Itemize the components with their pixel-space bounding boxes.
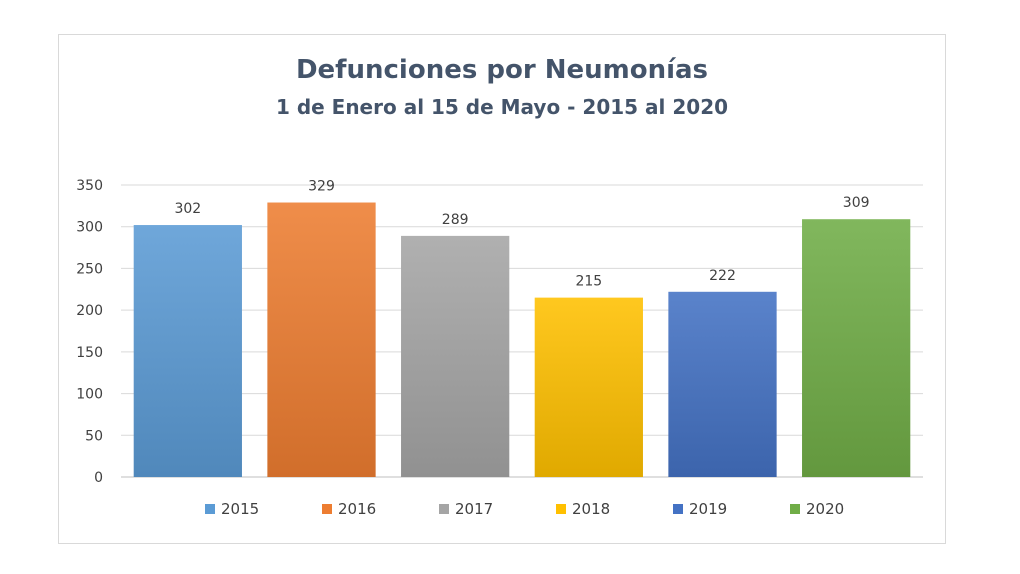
legend-label-2017: 2017: [455, 500, 493, 518]
y-axis: 0 50 100 150 200 250 300 350: [76, 178, 103, 486]
chart-title: Defunciones por Neumonías: [295, 55, 709, 85]
bar-chart: 0 50 100 150 200 250 300 350 302 329 289 215 222 309…: [76, 178, 923, 518]
bar-2019: [668, 291, 777, 477]
data-label-2018: 215: [575, 274, 602, 290]
data-label-2019: 222: [709, 268, 736, 284]
bar-2018: [534, 297, 643, 477]
legend-swatch-2015: [205, 504, 215, 514]
legend: 2015 2016 2017 2018 2019 2020: [205, 500, 844, 518]
data-label-2020: 309: [843, 195, 870, 211]
legend-label-2015: 2015: [221, 500, 259, 518]
y-tick-label: 200: [76, 303, 103, 319]
y-tick-label: 300: [76, 220, 103, 236]
legend-swatch-2017: [439, 504, 449, 514]
legend-swatch-2020: [790, 504, 800, 514]
legend-label-2020: 2020: [806, 500, 844, 518]
chart-frame: Defunciones por Neumonías 1 de Enero al …: [58, 34, 946, 544]
y-tick-label: 150: [76, 345, 103, 361]
data-label-2016: 329: [308, 179, 335, 195]
legend-label-2018: 2018: [572, 500, 610, 518]
legend-label-2016: 2016: [338, 500, 376, 518]
data-label-2015: 302: [174, 201, 201, 217]
legend-label-2019: 2019: [689, 500, 727, 518]
legend-swatch-2016: [322, 504, 332, 514]
bars: [133, 202, 911, 477]
legend-swatch-2019: [673, 504, 683, 514]
y-tick-label: 50: [85, 428, 103, 444]
bar-2020: [802, 219, 911, 477]
y-tick-label: 0: [94, 470, 103, 486]
y-tick-label: 350: [76, 178, 103, 194]
y-tick-label: 100: [76, 387, 103, 403]
gridlines: [121, 184, 923, 478]
data-label-2017: 289: [442, 212, 469, 228]
bar-2015: [133, 225, 242, 477]
chart-subtitle: 1 de Enero al 15 de Mayo - 2015 al 2020: [275, 95, 729, 119]
y-tick-label: 250: [76, 261, 103, 277]
bar-2016: [267, 202, 376, 477]
data-labels: 302 329 289 215 222 309: [174, 179, 869, 290]
bar-2017: [401, 235, 510, 477]
legend-swatch-2018: [556, 504, 566, 514]
